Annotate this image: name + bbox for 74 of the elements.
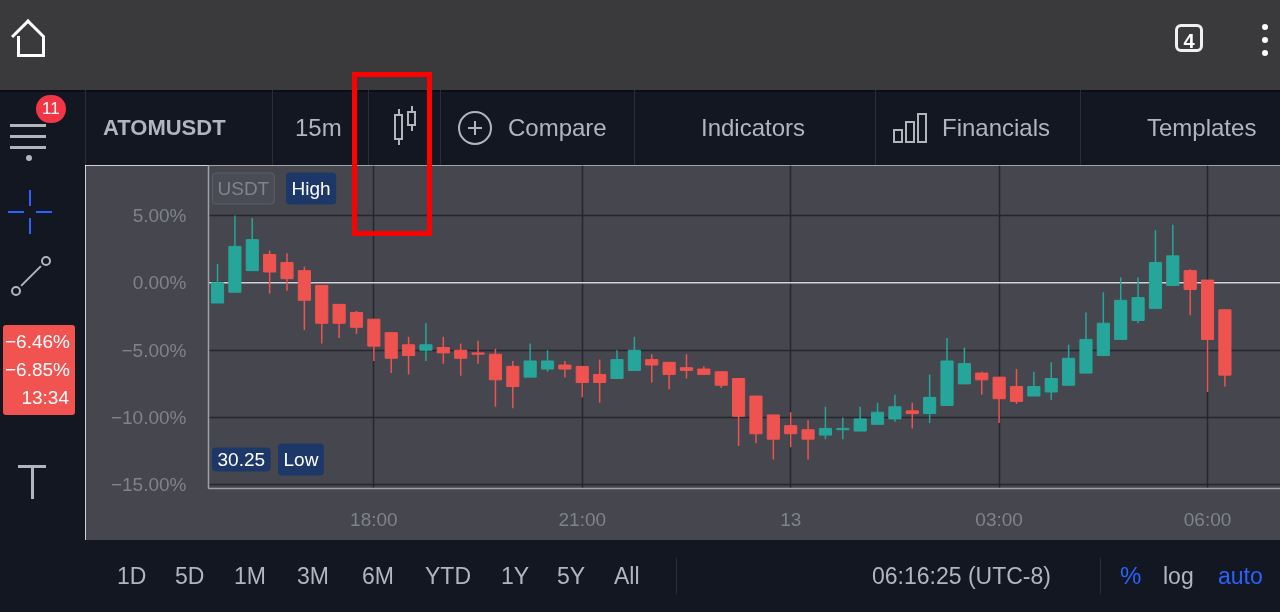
candlestick (610, 349, 624, 380)
candlestick (645, 353, 659, 384)
candlestick (662, 361, 676, 391)
text: auto (1218, 561, 1263, 591)
candlestick (801, 419, 815, 461)
candlestick (905, 402, 919, 430)
candlestick (402, 335, 416, 376)
candlestick (540, 349, 555, 373)
candlestick (836, 416, 850, 440)
candlestick (818, 406, 833, 440)
text: 1D (117, 561, 147, 591)
text: 06:16:25 (UTC-8) (872, 561, 1051, 591)
candlestick (679, 353, 694, 380)
text: 13:34 (20, 386, 69, 410)
candlestick (419, 322, 433, 362)
candlestick (575, 365, 589, 399)
candlestick (332, 303, 346, 339)
candlestick (870, 402, 885, 426)
x-tick-label: 13 (780, 508, 802, 530)
text: Indicators (701, 113, 806, 143)
candlestick (888, 393, 902, 423)
candlestick (210, 263, 225, 304)
candlestick (1131, 276, 1145, 324)
text: All (614, 561, 640, 591)
y-tick-label: −5.00% (121, 339, 187, 361)
y-tick-label: −15.00% (110, 474, 187, 496)
candlestick (349, 310, 364, 335)
chart-title: ATOMUSDT (103, 114, 226, 142)
text: 3M (297, 561, 329, 591)
text: Compare (508, 113, 607, 143)
candlestick (454, 342, 468, 377)
y-tick-label: 5.00% (132, 204, 187, 226)
candlestick (923, 373, 937, 424)
text: 6M (362, 561, 394, 591)
candlestick (1009, 368, 1024, 405)
candlestick (957, 346, 971, 385)
annotation: USDT (217, 178, 270, 199)
candlestick (523, 342, 537, 378)
text: −6.46% (5, 330, 70, 354)
annotation: 30.25 (217, 449, 266, 470)
text: 4 (1175, 24, 1203, 52)
text: Templates (1147, 113, 1257, 143)
text: % (1120, 561, 1142, 591)
x-tick-label: 03:00 (975, 508, 1023, 530)
annotation: High (291, 178, 331, 199)
text: 15m (295, 113, 342, 143)
text: Financials (942, 113, 1051, 143)
candlestick (593, 358, 607, 404)
text: 5Y (557, 561, 586, 591)
candlestick (992, 376, 1006, 424)
candlestick (853, 406, 867, 432)
text: YTD (425, 561, 471, 591)
text: 5D (175, 561, 205, 591)
candlestick (784, 411, 798, 448)
candlestick (1183, 268, 1197, 316)
candlestick (471, 340, 485, 365)
x-tick-label: 06:00 (1183, 508, 1232, 530)
candlestick (1027, 371, 1041, 397)
text: 1Y (501, 561, 530, 591)
candlestick (506, 360, 520, 409)
text: 1M (234, 561, 266, 591)
text: log (1163, 561, 1194, 591)
x-tick-label: 21:00 (558, 508, 607, 530)
text: −6.85% (5, 358, 70, 382)
candlestick (627, 335, 641, 372)
text: 11 (36, 95, 66, 123)
x-tick-label: 18:00 (350, 508, 398, 530)
candlestick (280, 252, 294, 292)
candlestick (1044, 361, 1058, 401)
candlestick (263, 249, 277, 295)
annotation: Low (283, 449, 319, 470)
y-tick-label: 0.00% (132, 272, 187, 294)
y-tick-label: −10.00% (110, 407, 187, 429)
candlestick (436, 335, 450, 365)
